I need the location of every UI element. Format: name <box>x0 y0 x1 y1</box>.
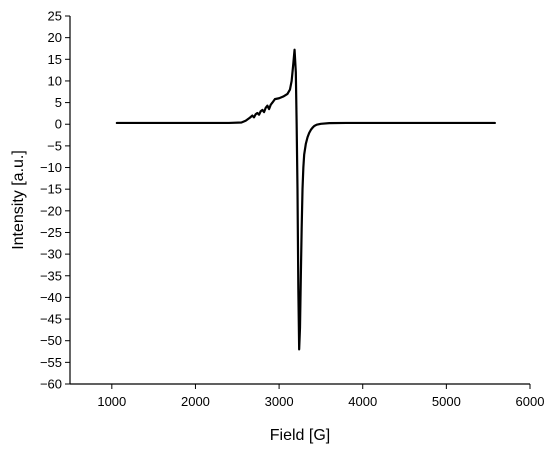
y-tick-label: −25 <box>40 225 62 240</box>
y-tick-label: −45 <box>40 312 62 327</box>
y-tick-label: 5 <box>55 95 62 110</box>
y-axis-title: Intensity [a.u.] <box>10 150 27 250</box>
x-axis-title: Field [G] <box>270 427 330 444</box>
y-tick-label: −35 <box>40 268 62 283</box>
y-tick-label: −30 <box>40 247 62 262</box>
x-tick-label: 1000 <box>97 394 126 409</box>
y-tick-label: −55 <box>40 355 62 370</box>
x-tick-label: 6000 <box>516 394 545 409</box>
y-tick-label: −10 <box>40 160 62 175</box>
x-tick-label: 4000 <box>348 394 377 409</box>
y-tick-label: −20 <box>40 203 62 218</box>
y-tick-label: −60 <box>40 377 62 392</box>
y-tick-label: −40 <box>40 290 62 305</box>
y-tick-label: −50 <box>40 333 62 348</box>
axes <box>69 16 530 385</box>
x-tick-label: 5000 <box>432 394 461 409</box>
y-tick-label: 15 <box>48 52 62 67</box>
y-tick-label: 0 <box>55 117 62 132</box>
x-ticks: 1000 2000 3000 4000 5000 6000 <box>97 384 544 409</box>
x-tick-label: 2000 <box>181 394 210 409</box>
series-line <box>115 48 496 351</box>
y-tick-label: 10 <box>48 73 62 88</box>
y-tick-label: −15 <box>40 182 62 197</box>
y-tick-label: 25 <box>48 9 62 24</box>
y-tick-label: −5 <box>47 138 62 153</box>
y-tick-label: 20 <box>48 30 62 45</box>
x-tick-label: 3000 <box>265 394 294 409</box>
y-ticks: 25 20 15 10 5 0 −5 −10 −15 −20 −25 −30 −35 −40 −45 −50 −… <box>40 9 70 392</box>
